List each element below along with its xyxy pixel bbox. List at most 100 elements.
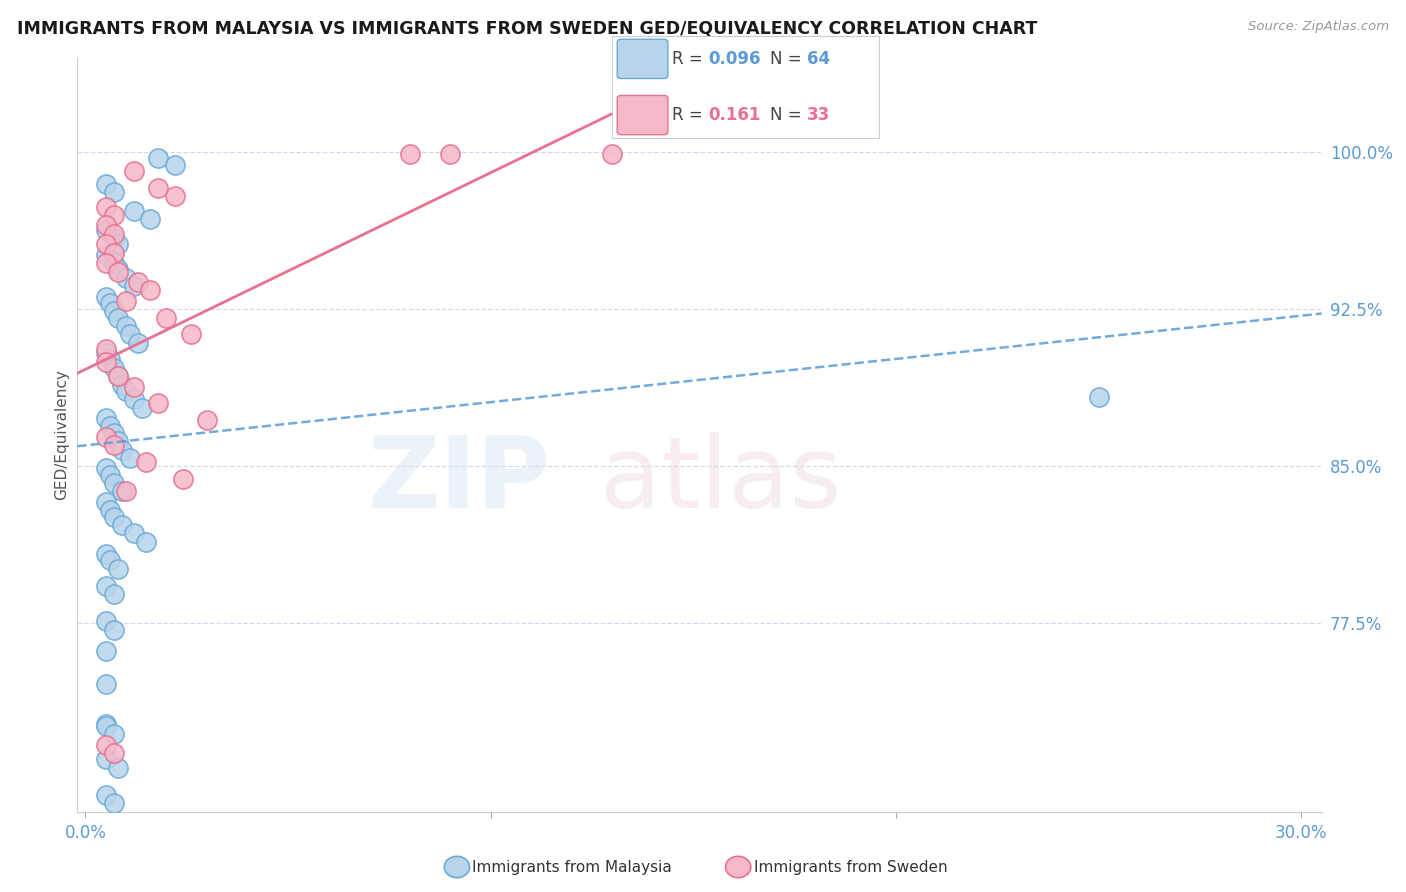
Point	[115, 293, 138, 308]
Point	[135, 455, 157, 469]
Point	[122, 380, 145, 394]
Point	[94, 342, 117, 356]
Text: R =: R =	[672, 50, 709, 68]
Point	[107, 310, 129, 325]
Point	[103, 227, 125, 241]
Point	[107, 264, 129, 278]
Point	[94, 716, 117, 731]
Point	[127, 275, 149, 289]
Point	[602, 147, 624, 161]
Point	[111, 377, 134, 392]
Point	[94, 222, 117, 236]
Point	[111, 442, 134, 457]
Point	[94, 495, 117, 509]
Text: Source: ZipAtlas.com: Source: ZipAtlas.com	[1249, 20, 1389, 33]
Point	[103, 475, 125, 490]
Point	[98, 352, 121, 367]
Text: R =: R =	[672, 106, 713, 124]
Point	[439, 147, 461, 161]
Point	[118, 327, 141, 342]
Point	[94, 237, 117, 252]
Point	[98, 503, 121, 517]
Point	[122, 164, 145, 178]
Point	[103, 185, 125, 199]
Point	[94, 430, 117, 444]
Point	[148, 181, 170, 195]
Point	[122, 279, 145, 293]
Point	[163, 158, 186, 172]
Point	[94, 738, 117, 752]
Point	[115, 384, 138, 398]
Text: ZIP: ZIP	[367, 432, 550, 529]
Text: N =: N =	[770, 50, 807, 68]
Point	[103, 438, 125, 452]
Point	[94, 248, 117, 262]
Point	[107, 237, 129, 252]
Point	[94, 752, 117, 766]
Point	[103, 797, 125, 811]
Point	[148, 152, 170, 166]
Point	[107, 562, 129, 576]
Point	[94, 614, 117, 628]
Point	[94, 461, 117, 475]
Point	[115, 270, 138, 285]
Point	[94, 677, 117, 691]
Point	[103, 623, 125, 637]
Text: Immigrants from Sweden: Immigrants from Sweden	[754, 860, 948, 874]
Point	[94, 643, 117, 657]
Point	[103, 727, 125, 741]
Point	[107, 761, 129, 775]
Point	[115, 318, 138, 333]
Point	[398, 147, 420, 161]
Point	[103, 425, 125, 440]
Point	[103, 208, 125, 222]
Point	[148, 396, 170, 410]
Point	[98, 467, 121, 482]
Point	[127, 335, 149, 350]
Text: 0.096: 0.096	[709, 50, 761, 68]
Point	[139, 284, 162, 298]
Point	[94, 719, 117, 733]
Point	[135, 534, 157, 549]
Point	[122, 526, 145, 541]
Point	[94, 256, 117, 270]
Text: atlas: atlas	[600, 432, 842, 529]
Point	[103, 509, 125, 524]
Point	[94, 290, 117, 304]
Point	[107, 369, 129, 384]
Point	[103, 245, 125, 260]
Point	[103, 256, 125, 270]
Point	[98, 419, 121, 434]
Point	[103, 360, 125, 375]
Point	[122, 203, 145, 218]
Point	[195, 413, 218, 427]
Point	[94, 547, 117, 561]
Point	[118, 450, 141, 465]
Point	[111, 517, 134, 532]
Point	[111, 484, 134, 499]
Point	[155, 310, 177, 325]
Text: 33: 33	[807, 106, 831, 124]
Point	[172, 472, 194, 486]
Point	[94, 200, 117, 214]
Point	[163, 189, 186, 203]
Point	[94, 354, 117, 368]
Point	[107, 434, 129, 449]
Point	[103, 587, 125, 601]
Point	[103, 304, 125, 318]
Point	[115, 484, 138, 499]
Point	[98, 296, 121, 310]
Text: 64: 64	[807, 50, 830, 68]
Text: IMMIGRANTS FROM MALAYSIA VS IMMIGRANTS FROM SWEDEN GED/EQUIVALENCY CORRELATION C: IMMIGRANTS FROM MALAYSIA VS IMMIGRANTS F…	[17, 20, 1038, 37]
Y-axis label: GED/Equivalency: GED/Equivalency	[53, 369, 69, 500]
Point	[94, 177, 117, 191]
Point	[94, 346, 117, 360]
Point	[94, 788, 117, 802]
Point	[139, 212, 162, 227]
Point	[107, 369, 129, 384]
Point	[94, 579, 117, 593]
Point	[94, 411, 117, 425]
Point	[1087, 390, 1109, 404]
Text: Immigrants from Malaysia: Immigrants from Malaysia	[472, 860, 672, 874]
Text: N =: N =	[770, 106, 807, 124]
